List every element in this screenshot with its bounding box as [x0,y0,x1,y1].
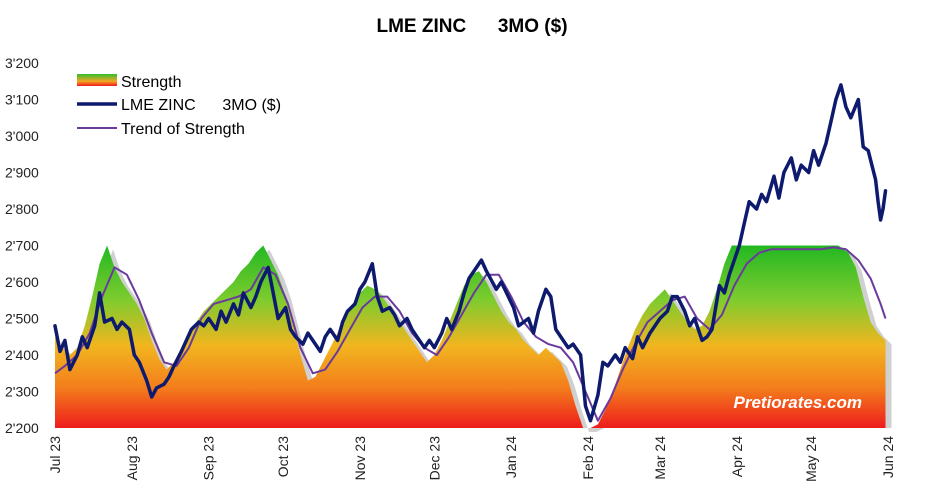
watermark: Pretiorates.com [734,393,863,412]
x-tick-label: May 24 [803,436,819,482]
plot-area [53,83,892,432]
y-tick-label: 2'300 [5,384,39,400]
chart-title: LME ZINC 3MO ($) [376,16,567,37]
x-tick-label: Mar 24 [652,436,668,480]
legend-price-label: LME ZINC 3MO ($) [121,97,281,114]
x-tick-label: Sep 23 [201,436,217,481]
x-tick-label: Feb 24 [580,436,596,480]
x-axis: Jul 23 Aug 23 Sep 23 Oct 23 Nov 23 Dec 23 Jan … [47,436,896,482]
y-tick-label: 2'600 [5,274,39,290]
x-tick-label: Jan 24 [503,436,519,478]
legend-strength-swatch [77,74,117,86]
lme-zinc-price-line [53,83,888,423]
legend-trend-label: Trend of Strength [121,121,245,138]
y-tick-label: 2'700 [5,238,39,254]
x-tick-label: Nov 23 [352,436,368,481]
legend-strength-label: Strength [121,74,181,91]
x-tick-label: Apr 24 [729,436,745,477]
y-axis: 2'200 2'300 2'400 2'500 2'600 2'700 2'800 2'900… [5,55,39,436]
trend-of-strength-line [54,246,887,422]
x-tick-label: Jun 24 [880,436,896,478]
strength-area [55,245,886,428]
y-tick-label: 2'200 [5,420,39,436]
x-tick-label: Oct 23 [275,436,291,477]
x-tick-label: Dec 23 [426,436,442,481]
x-tick-label: Aug 23 [124,436,140,481]
y-tick-label: 2'500 [5,311,39,327]
y-tick-label: 2'400 [5,347,39,363]
y-tick-label: 2'800 [5,201,39,217]
y-tick-label: 2'900 [5,165,39,181]
y-tick-label: 3'100 [5,92,39,108]
y-tick-label: 3'200 [5,55,39,71]
legend: Strength LME ZINC 3MO ($) Trend of Stren… [77,74,281,138]
x-tick-label: Jul 23 [47,436,63,474]
y-tick-label: 3'000 [5,128,39,144]
